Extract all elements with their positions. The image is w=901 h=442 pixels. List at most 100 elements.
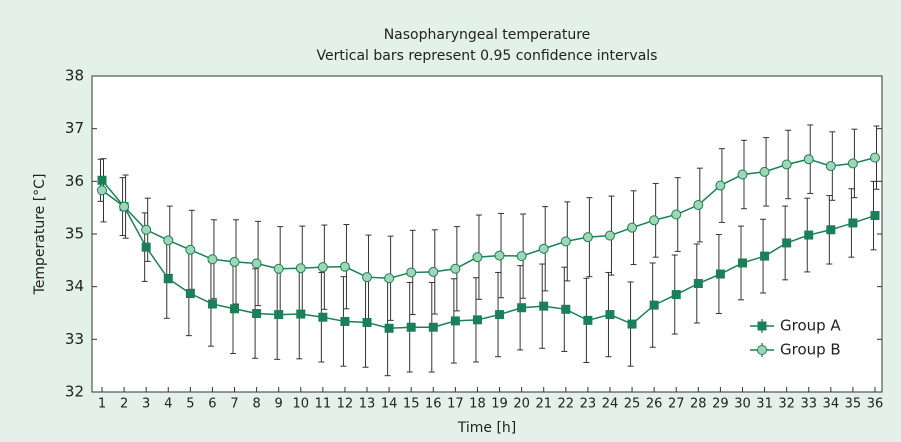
data-point: [428, 322, 438, 332]
chart-title: Nasopharyngeal temperature: [384, 27, 591, 43]
x-tick-label: 19: [491, 397, 508, 412]
x-tick-label: 11: [315, 397, 332, 412]
x-tick-label: 9: [275, 397, 283, 412]
data-point: [229, 256, 240, 267]
data-point: [384, 323, 394, 333]
x-tick-label: 29: [712, 397, 729, 412]
y-tick-label: 35: [65, 225, 84, 243]
data-point: [362, 272, 373, 283]
data-point: [318, 312, 328, 322]
data-point: [693, 279, 703, 289]
data-point: [339, 261, 350, 272]
data-point: [141, 242, 151, 252]
y-tick-label: 34: [65, 277, 84, 295]
data-point: [251, 258, 262, 269]
data-point: [649, 300, 659, 310]
x-tick-label: 21: [535, 397, 552, 412]
x-tick-label: 36: [867, 397, 884, 412]
data-point: [848, 218, 858, 228]
x-tick-label: 8: [252, 397, 260, 412]
x-axis-label: Time [h]: [457, 420, 517, 436]
data-point: [252, 309, 262, 319]
data-point: [495, 310, 505, 320]
data-point: [782, 238, 792, 248]
data-point: [604, 230, 615, 241]
data-point: [185, 289, 195, 299]
data-point: [516, 251, 527, 262]
x-tick-label: 18: [469, 397, 486, 412]
y-tick-label: 33: [65, 330, 84, 348]
data-point: [97, 185, 107, 196]
legend-label: Group A: [780, 317, 841, 335]
data-point: [317, 262, 328, 273]
data-point: [561, 304, 571, 314]
data-point: [627, 222, 638, 233]
data-point: [539, 301, 549, 311]
data-point: [826, 225, 836, 235]
data-point: [450, 263, 461, 274]
x-tick-label: 10: [292, 397, 309, 412]
x-tick-label: 23: [580, 397, 597, 412]
x-tick-label: 28: [690, 397, 707, 412]
data-point: [517, 303, 527, 313]
x-tick-label: 5: [186, 397, 194, 412]
x-tick-label: 27: [668, 397, 685, 412]
x-tick-label: 25: [624, 397, 641, 412]
data-point: [163, 235, 174, 246]
data-point: [760, 251, 770, 261]
data-point: [340, 316, 350, 326]
data-point: [627, 319, 637, 329]
data-point: [649, 215, 660, 226]
data-point: [737, 258, 747, 268]
y-axis-label: Temperature [°C]: [32, 174, 48, 296]
data-point: [296, 309, 306, 319]
legend-marker: [757, 321, 767, 331]
plot-area: [91, 75, 883, 393]
data-point: [759, 166, 770, 177]
data-point: [737, 169, 748, 180]
data-point: [384, 273, 395, 284]
data-point: [715, 180, 726, 191]
chart-subtitle: Vertical bars represent 0.95 confidence …: [317, 48, 658, 64]
data-point: [781, 159, 792, 170]
data-point: [494, 250, 505, 261]
data-point: [450, 316, 460, 326]
data-point: [605, 310, 615, 320]
x-tick-label: 33: [800, 397, 817, 412]
data-point: [803, 154, 814, 165]
legend-label: Group B: [780, 341, 841, 359]
data-point: [582, 232, 593, 243]
data-point: [715, 269, 725, 279]
x-tick-label: 2: [120, 397, 128, 412]
data-point: [362, 317, 372, 327]
data-point: [560, 236, 571, 247]
y-tick-label: 37: [65, 119, 84, 137]
data-point: [804, 230, 814, 240]
x-tick-label: 17: [447, 397, 464, 412]
data-point: [119, 201, 130, 212]
legend-marker: [757, 345, 767, 355]
data-point: [406, 322, 416, 332]
data-point: [274, 310, 284, 320]
x-tick-label: 3: [142, 397, 150, 412]
data-point: [406, 267, 417, 278]
data-point: [163, 274, 173, 284]
data-point: [141, 224, 152, 235]
data-point: [538, 243, 549, 254]
data-point: [870, 211, 880, 221]
x-tick-label: 15: [403, 397, 420, 412]
data-point: [97, 175, 107, 185]
data-point: [428, 266, 439, 277]
x-tick-label: 24: [602, 397, 619, 412]
data-point: [671, 209, 682, 220]
x-tick-label: 30: [734, 397, 751, 412]
x-tick-label: 35: [845, 397, 862, 412]
x-tick-label: 16: [425, 397, 442, 412]
x-tick-label: 12: [337, 397, 354, 412]
x-tick-label: 32: [778, 397, 795, 412]
x-tick-label: 26: [646, 397, 663, 412]
data-point: [230, 304, 240, 314]
x-tick-label: 22: [558, 397, 575, 412]
data-point: [295, 263, 306, 274]
